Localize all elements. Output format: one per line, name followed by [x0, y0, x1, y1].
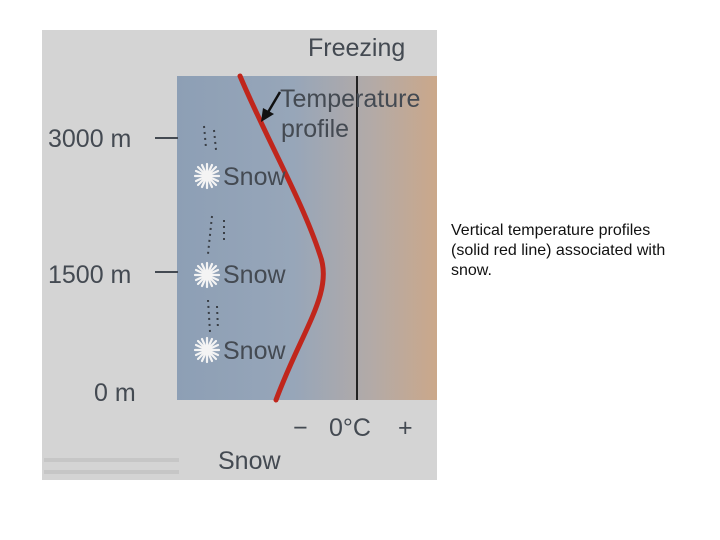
snowfall-dashes — [203, 125, 225, 333]
credit-smudge — [44, 458, 179, 462]
snow-temperature-profile-diagram: Freezing Temperature profile 3000 m 1500… — [42, 30, 437, 480]
snowflake-icon — [193, 336, 221, 364]
snowflake-icon — [193, 162, 221, 190]
temp-axis-zero: 0°C — [329, 414, 371, 442]
snow-label-upper: Snow — [223, 163, 286, 191]
callout-arrow-head — [261, 108, 274, 122]
snow-label-lower: Snow — [223, 337, 286, 365]
altitude-label-3000: 3000 m — [48, 125, 132, 153]
temperature-profile-callout-line2: profile — [281, 115, 350, 143]
snow-label-middle: Snow — [223, 261, 286, 289]
temperature-profile-callout-line1: Temperature — [280, 85, 421, 113]
temp-axis-minus: − — [293, 414, 308, 442]
callout-arrow-shaft — [265, 91, 282, 115]
credit-smudge — [44, 470, 179, 474]
temperature-profile-line — [237, 73, 326, 403]
altitude-label-1500: 1500 m — [48, 261, 132, 289]
diagram-graphic — [44, 73, 437, 474]
atmosphere-panel — [177, 76, 437, 400]
temp-axis-plus: + — [398, 414, 413, 442]
footer-snow-label: Snow — [218, 447, 281, 475]
freezing-header-label: Freezing — [308, 34, 406, 62]
altitude-label-0: 0 m — [94, 379, 136, 407]
figure-caption: Vertical temperature profiles (solid red… — [451, 222, 666, 279]
snowflake-icon — [193, 261, 221, 289]
